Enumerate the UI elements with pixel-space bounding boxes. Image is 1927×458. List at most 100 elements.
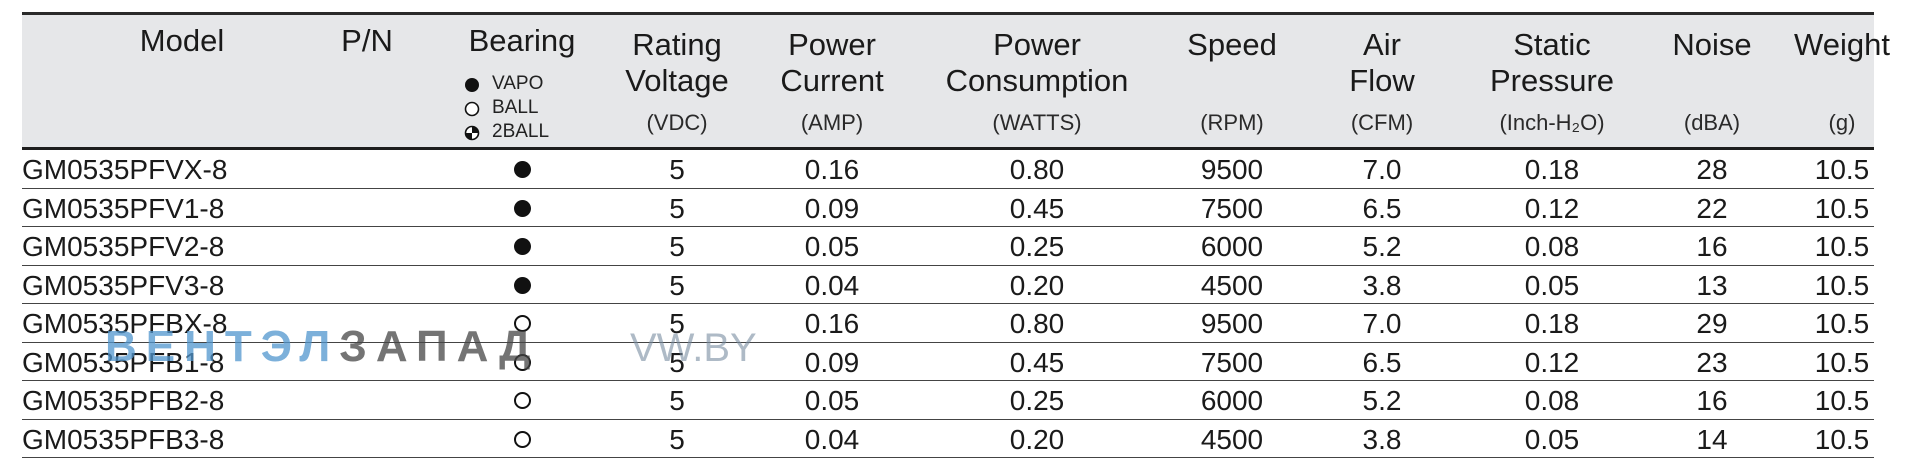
legend-label-vapo: VAPO (492, 72, 543, 96)
header-airflow: Air Flow (CFM) (1322, 15, 1442, 147)
filled-circle-icon (464, 76, 480, 92)
cell-airflow: 3.8 (1322, 424, 1442, 456)
header-pressure-title-2: Pressure (1462, 63, 1642, 99)
header-pressure: Static Pressure (Inch-H₂O) (1462, 15, 1642, 147)
header-pn-title: P/N (327, 23, 407, 59)
cell-noise: 22 (1652, 193, 1772, 225)
cell-current: 0.05 (762, 385, 902, 417)
table-header: Model P/N Bearing VAPO BALL (22, 15, 1874, 150)
header-pn: P/N (327, 15, 407, 147)
header-consumption-title-1: Power (932, 27, 1142, 63)
header-speed-unit: (RPM) (1162, 110, 1302, 136)
header-noise-unit: (dBA) (1652, 110, 1772, 136)
header-pressure-unit: (Inch-H₂O) (1462, 110, 1642, 136)
cell-noise: 29 (1652, 308, 1772, 340)
cell-consumption: 0.20 (932, 424, 1142, 456)
cell-speed: 7500 (1162, 193, 1302, 225)
header-current-unit: (AMP) (762, 110, 902, 136)
cell-consumption: 0.45 (932, 193, 1142, 225)
header-airflow-title-2: Flow (1322, 63, 1442, 99)
fan-spec-table: Model P/N Bearing VAPO BALL (22, 12, 1874, 458)
open-circle-icon (464, 100, 480, 116)
cell-weight: 10.5 (1772, 193, 1912, 225)
header-speed-title: Speed (1162, 27, 1302, 63)
cell-model: GM0535PFV2-8 (22, 231, 322, 263)
header-voltage-title-1: Rating (612, 27, 742, 63)
cell-airflow: 5.2 (1322, 385, 1442, 417)
cell-current: 0.16 (762, 154, 902, 186)
cell-airflow: 7.0 (1322, 308, 1442, 340)
cell-model: GM0535PFB1-8 (22, 347, 322, 379)
cell-pressure: 0.18 (1462, 308, 1642, 340)
cell-voltage: 5 (612, 424, 742, 456)
header-consumption: Power Consumption (WATTS) (932, 15, 1142, 147)
cell-noise: 16 (1652, 385, 1772, 417)
header-current-title-2: Current (762, 63, 902, 99)
quartered-circle-icon (464, 124, 480, 140)
header-consumption-unit: (WATTS) (932, 110, 1142, 136)
cell-weight: 10.5 (1772, 347, 1912, 379)
cell-pressure: 0.18 (1462, 154, 1642, 186)
header-model-title: Model (82, 23, 282, 59)
cell-consumption: 0.25 (932, 385, 1142, 417)
cell-voltage: 5 (612, 308, 742, 340)
cell-airflow: 6.5 (1322, 193, 1442, 225)
open-circle-icon (514, 315, 531, 332)
header-noise-title: Noise (1652, 27, 1772, 63)
cell-current: 0.09 (762, 347, 902, 379)
cell-voltage: 5 (612, 270, 742, 302)
cell-pressure: 0.05 (1462, 270, 1642, 302)
open-circle-icon (514, 354, 531, 371)
cell-consumption: 0.80 (932, 154, 1142, 186)
cell-weight: 10.5 (1772, 424, 1912, 456)
header-current-title-1: Power (762, 27, 902, 63)
legend-label-ball: BALL (492, 96, 538, 120)
cell-speed: 4500 (1162, 270, 1302, 302)
cell-current: 0.16 (762, 308, 902, 340)
header-voltage: Rating Voltage (VDC) (612, 15, 742, 147)
open-circle-icon (514, 431, 531, 448)
cell-consumption: 0.80 (932, 308, 1142, 340)
cell-weight: 10.5 (1772, 385, 1912, 417)
cell-pressure: 0.12 (1462, 347, 1642, 379)
header-model: Model (82, 15, 282, 147)
open-circle-icon (514, 392, 531, 409)
cell-consumption: 0.25 (932, 231, 1142, 263)
cell-pressure: 0.08 (1462, 231, 1642, 263)
legend-label-2ball: 2BALL (492, 120, 549, 144)
filled-circle-icon (514, 238, 531, 255)
cell-current: 0.05 (762, 231, 902, 263)
cell-current: 0.04 (762, 270, 902, 302)
cell-weight: 10.5 (1772, 154, 1912, 186)
filled-circle-icon (514, 161, 531, 178)
cell-voltage: 5 (612, 347, 742, 379)
bearing-legend: VAPO BALL 2BALL (442, 72, 602, 144)
header-pressure-title-1: Static (1462, 27, 1642, 63)
header-speed: Speed (RPM) (1162, 15, 1302, 147)
cell-speed: 6000 (1162, 385, 1302, 417)
cell-airflow: 5.2 (1322, 231, 1442, 263)
cell-consumption: 0.20 (932, 270, 1142, 302)
header-bearing: Bearing VAPO BALL (442, 15, 602, 147)
cell-consumption: 0.45 (932, 347, 1142, 379)
cell-airflow: 6.5 (1322, 347, 1442, 379)
cell-voltage: 5 (612, 231, 742, 263)
header-weight-title: Weight (1772, 27, 1912, 63)
legend-item-vapo: VAPO (442, 72, 602, 96)
cell-noise: 23 (1652, 347, 1772, 379)
cell-model: GM0535PFBX-8 (22, 308, 322, 340)
header-bearing-title: Bearing (442, 23, 602, 59)
cell-model: GM0535PFV1-8 (22, 193, 322, 225)
cell-model: GM0535PFB2-8 (22, 385, 322, 417)
cell-noise: 28 (1652, 154, 1772, 186)
cell-voltage: 5 (612, 193, 742, 225)
cell-airflow: 7.0 (1322, 154, 1442, 186)
